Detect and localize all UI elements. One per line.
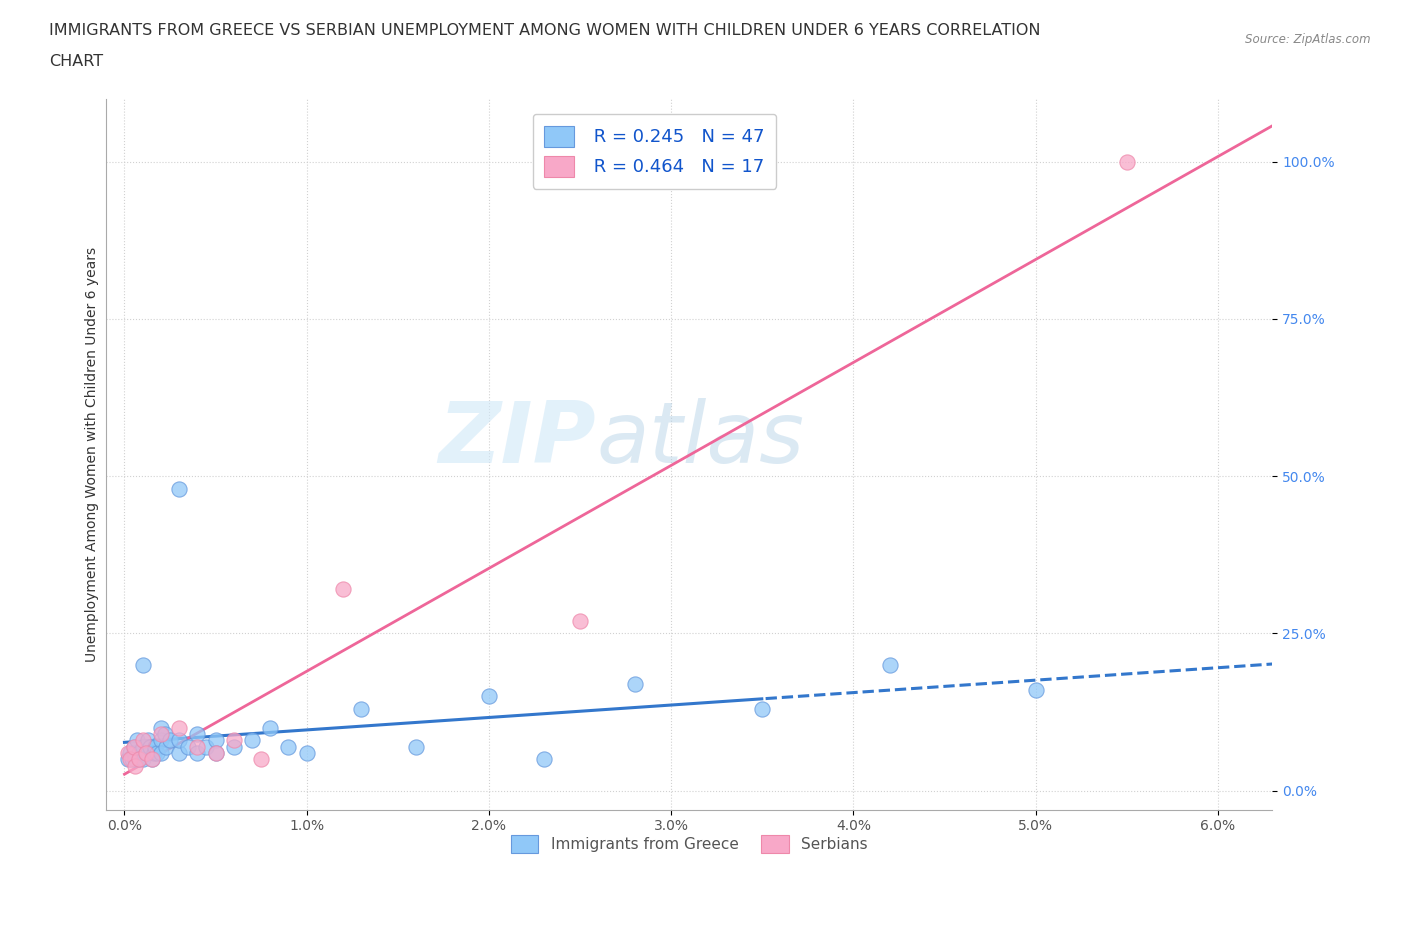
Point xyxy=(122,739,145,754)
Point xyxy=(204,746,226,761)
Point xyxy=(122,746,145,761)
Point xyxy=(167,482,190,497)
Y-axis label: Unemployment Among Women with Children Under 6 years: Unemployment Among Women with Children U… xyxy=(86,246,100,661)
Point xyxy=(146,746,169,761)
Point xyxy=(141,751,163,766)
Point xyxy=(167,746,190,761)
Point xyxy=(569,614,592,629)
Point xyxy=(128,751,150,766)
Point xyxy=(153,726,176,741)
Point xyxy=(167,721,190,736)
Point xyxy=(1025,683,1047,698)
Point xyxy=(167,733,190,748)
Point xyxy=(117,751,139,766)
Point xyxy=(142,746,165,761)
Point xyxy=(751,701,773,716)
Point xyxy=(122,739,145,754)
Point xyxy=(124,751,146,766)
Legend: Immigrants from Greece, Serbians: Immigrants from Greece, Serbians xyxy=(505,829,875,858)
Point xyxy=(131,739,153,754)
Point xyxy=(186,746,208,761)
Point xyxy=(405,739,427,754)
Point xyxy=(118,751,141,766)
Text: ZIP: ZIP xyxy=(439,398,596,482)
Point xyxy=(332,582,354,597)
Point xyxy=(222,733,245,748)
Text: CHART: CHART xyxy=(49,54,103,69)
Point xyxy=(149,726,172,741)
Point xyxy=(135,746,157,761)
Point xyxy=(195,739,218,754)
Point xyxy=(127,733,149,748)
Point xyxy=(149,721,172,736)
Point xyxy=(295,746,318,761)
Text: atlas: atlas xyxy=(596,398,804,482)
Text: IMMIGRANTS FROM GREECE VS SERBIAN UNEMPLOYMENT AMONG WOMEN WITH CHILDREN UNDER 6: IMMIGRANTS FROM GREECE VS SERBIAN UNEMPL… xyxy=(49,23,1040,38)
Point xyxy=(139,739,162,754)
Point xyxy=(623,676,645,691)
Point xyxy=(131,733,153,748)
Point xyxy=(250,751,273,766)
Point xyxy=(1115,154,1137,169)
Point xyxy=(533,751,555,766)
Point xyxy=(128,746,150,761)
Point xyxy=(136,733,159,748)
Point xyxy=(149,746,172,761)
Point xyxy=(204,733,226,748)
Point xyxy=(128,751,150,766)
Point xyxy=(118,746,141,761)
Point xyxy=(155,739,177,754)
Point xyxy=(204,746,226,761)
Point xyxy=(121,751,143,766)
Point xyxy=(277,739,299,754)
Point xyxy=(350,701,373,716)
Point xyxy=(145,739,167,754)
Point xyxy=(131,658,153,672)
Point xyxy=(117,746,139,761)
Point xyxy=(177,739,200,754)
Point xyxy=(149,733,172,748)
Point xyxy=(124,758,146,773)
Point xyxy=(131,751,153,766)
Point xyxy=(186,739,208,754)
Point xyxy=(186,726,208,741)
Point xyxy=(259,721,281,736)
Point xyxy=(222,739,245,754)
Point xyxy=(135,746,157,761)
Point xyxy=(240,733,263,748)
Text: Source: ZipAtlas.com: Source: ZipAtlas.com xyxy=(1246,33,1371,46)
Point xyxy=(141,751,163,766)
Point xyxy=(879,658,901,672)
Point xyxy=(159,733,181,748)
Point xyxy=(478,689,501,704)
